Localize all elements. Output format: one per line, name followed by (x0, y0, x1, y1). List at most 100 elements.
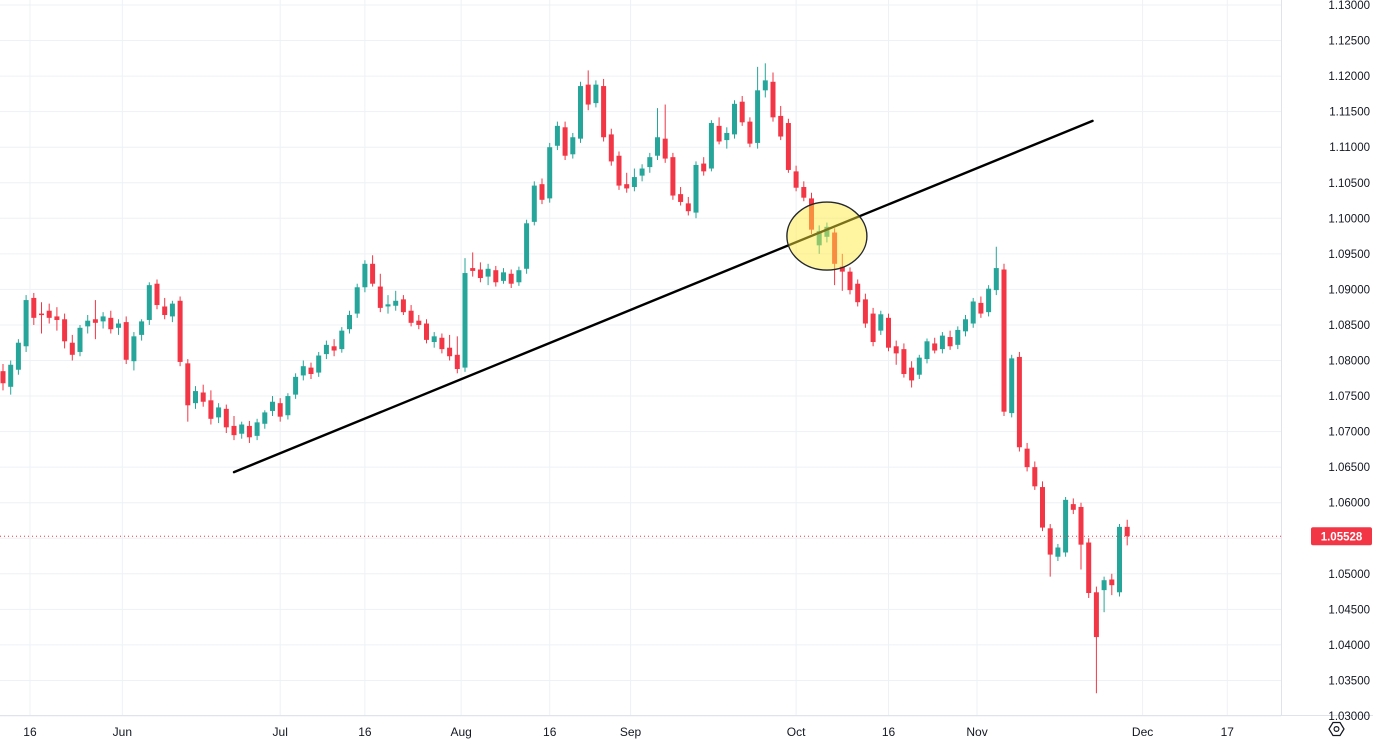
candle[interactable] (23, 295, 29, 352)
candle[interactable] (539, 178, 545, 205)
candle[interactable] (393, 290, 399, 311)
candle[interactable] (454, 336, 460, 374)
candle[interactable] (955, 326, 961, 350)
candle[interactable] (508, 269, 514, 288)
candle[interactable] (593, 80, 599, 108)
candle[interactable] (339, 327, 345, 353)
candle[interactable] (824, 222, 830, 243)
candle[interactable] (708, 120, 714, 172)
candle[interactable] (493, 265, 499, 287)
candle[interactable] (31, 292, 37, 325)
candle[interactable] (716, 117, 722, 145)
candle[interactable] (377, 273, 383, 313)
candle[interactable] (678, 187, 684, 206)
candle[interactable] (901, 343, 907, 378)
candle[interactable] (131, 332, 137, 371)
candle[interactable] (485, 263, 491, 286)
candle[interactable] (331, 339, 337, 357)
candle[interactable] (1001, 263, 1007, 416)
candle[interactable] (354, 283, 360, 318)
candle[interactable] (123, 316, 129, 365)
candle[interactable] (685, 196, 691, 216)
candle[interactable] (470, 252, 476, 277)
candle[interactable] (870, 307, 876, 347)
candle[interactable] (562, 121, 568, 160)
candle[interactable] (216, 403, 222, 424)
candle[interactable] (431, 332, 437, 348)
candle[interactable] (916, 354, 922, 379)
candle[interactable] (924, 338, 930, 364)
candle[interactable] (770, 72, 776, 122)
candle[interactable] (154, 279, 160, 310)
breakdown-highlight-circle[interactable] (786, 201, 868, 271)
candle[interactable] (139, 319, 145, 341)
candle[interactable] (308, 362, 314, 379)
candle[interactable] (516, 266, 522, 286)
candle[interactable] (909, 361, 915, 388)
trendline[interactable] (232, 119, 1094, 474)
candle[interactable] (531, 181, 537, 226)
candle[interactable] (778, 105, 784, 141)
candle[interactable] (108, 310, 114, 334)
candle[interactable] (92, 300, 98, 340)
candle[interactable] (855, 279, 861, 307)
candle[interactable] (100, 312, 106, 329)
candle[interactable] (400, 295, 406, 315)
candle[interactable] (978, 296, 984, 318)
candle[interactable] (200, 384, 206, 407)
candle[interactable] (347, 310, 352, 334)
candle[interactable] (146, 282, 152, 325)
candle[interactable] (1070, 498, 1076, 515)
candle[interactable] (385, 295, 391, 314)
candle[interactable] (285, 393, 291, 420)
candle[interactable] (793, 165, 799, 192)
candle[interactable] (246, 420, 252, 443)
candle[interactable] (54, 307, 60, 331)
candle[interactable] (1117, 524, 1122, 597)
candle[interactable] (477, 262, 483, 283)
candle[interactable] (39, 302, 44, 334)
candle[interactable] (585, 70, 591, 111)
candle[interactable] (816, 225, 822, 254)
candle[interactable] (693, 161, 699, 219)
candle[interactable] (732, 100, 737, 139)
candle[interactable] (416, 314, 422, 330)
candle[interactable] (85, 314, 91, 334)
candle[interactable] (501, 268, 506, 284)
candle[interactable] (1016, 351, 1022, 452)
candle[interactable] (0, 364, 6, 391)
candle[interactable] (847, 267, 853, 295)
candle[interactable] (1024, 442, 1030, 472)
candle[interactable] (254, 418, 260, 441)
candle[interactable] (785, 118, 791, 173)
candle[interactable] (631, 168, 637, 192)
candle[interactable] (1086, 538, 1092, 598)
candle[interactable] (832, 228, 838, 286)
candle[interactable] (839, 253, 845, 291)
candle[interactable] (239, 421, 245, 439)
candle[interactable] (300, 360, 306, 381)
candle[interactable] (169, 300, 175, 323)
candle[interactable] (1040, 481, 1045, 532)
candle[interactable] (662, 104, 668, 163)
candle[interactable] (616, 151, 622, 190)
candle[interactable] (1109, 573, 1115, 596)
candle[interactable] (408, 305, 414, 327)
candle[interactable] (547, 142, 553, 203)
candle[interactable] (639, 164, 645, 182)
candle[interactable] (608, 128, 614, 166)
candle[interactable] (262, 410, 268, 429)
ascending-trendline[interactable] (232, 119, 1094, 474)
candle[interactable] (932, 337, 938, 354)
candle[interactable] (570, 132, 576, 159)
candle[interactable] (424, 319, 429, 344)
candle[interactable] (524, 219, 530, 274)
candle[interactable] (46, 303, 52, 324)
candle[interactable] (601, 78, 607, 142)
time-axis[interactable]: 16 Jun Jul 16 Aug 16 Sep Oct 16 Nov Dec 17 (23, 725, 1234, 739)
candle[interactable] (323, 340, 329, 360)
candle[interactable] (15, 339, 21, 375)
candle[interactable] (993, 246, 999, 296)
